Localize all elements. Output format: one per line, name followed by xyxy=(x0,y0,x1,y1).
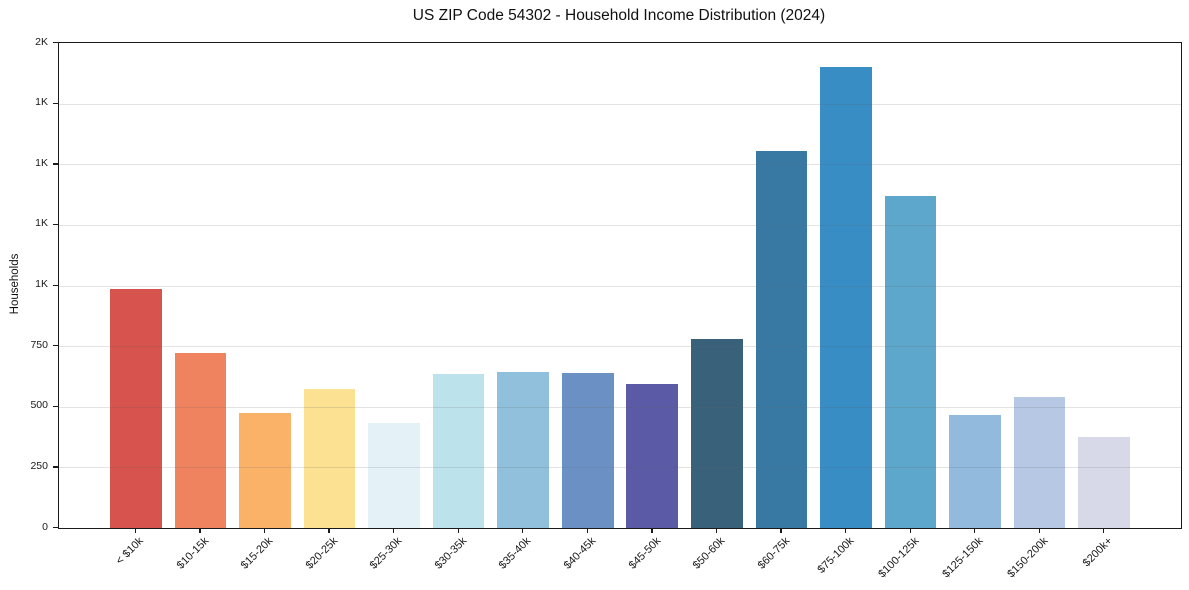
gridline xyxy=(59,103,1181,105)
y-tick-label: 2K xyxy=(35,35,48,48)
x-tick-mark xyxy=(909,527,911,533)
x-tick-mark xyxy=(263,527,266,533)
bar xyxy=(303,388,356,528)
bar xyxy=(1013,397,1066,528)
y-tick-mark xyxy=(53,42,59,44)
x-tick-label: $10-15k xyxy=(174,535,211,572)
x-tick-label: $20-25k xyxy=(303,535,340,572)
x-tick-label: $125-150k xyxy=(940,535,986,581)
x-tick-mark xyxy=(522,527,524,533)
x-tick-mark xyxy=(844,527,847,533)
x-tick-label: $200k+ xyxy=(1080,535,1115,570)
y-tick-label: 0 xyxy=(42,520,48,533)
x-tick-label: $75-100k xyxy=(815,535,857,576)
y-tick-mark xyxy=(53,163,59,165)
x-tick-mark xyxy=(586,527,589,533)
y-tick-label: 1K xyxy=(35,217,48,230)
y-tick-label: 1K xyxy=(35,156,48,169)
x-tick-mark xyxy=(328,527,330,533)
x-tick-mark xyxy=(199,527,201,533)
x-tick-mark xyxy=(651,527,653,533)
x-tick-mark xyxy=(393,527,395,533)
x-tick-mark xyxy=(780,527,782,533)
y-tick-mark xyxy=(53,466,59,468)
y-tick-mark xyxy=(53,102,59,104)
x-tick-mark xyxy=(974,527,976,533)
y-tick-label: 750 xyxy=(30,338,48,351)
y-tick-mark xyxy=(53,345,59,347)
bar xyxy=(884,195,937,528)
gridline xyxy=(59,224,1181,226)
bar xyxy=(174,353,227,528)
x-tick-label: $35-40k xyxy=(497,535,534,572)
bar xyxy=(820,67,872,528)
x-tick-label: $100-125k xyxy=(875,535,921,581)
x-tick-mark xyxy=(134,527,137,533)
x-tick-label: $50-60k xyxy=(690,535,728,572)
y-tick-label: 1K xyxy=(35,96,48,109)
bar xyxy=(691,338,743,528)
gridline xyxy=(59,285,1181,287)
y-tick-label: 500 xyxy=(30,399,48,412)
x-tick-label: $60-75k xyxy=(755,535,792,572)
x-tick-mark xyxy=(1038,527,1040,533)
y-tick-mark xyxy=(53,223,59,226)
x-tick-mark xyxy=(1103,527,1105,533)
gridline xyxy=(59,164,1181,166)
y-tick-mark xyxy=(53,405,59,408)
bar xyxy=(497,371,549,528)
x-tick-label: $15-20k xyxy=(238,535,276,572)
bar xyxy=(239,412,291,528)
y-tick-label: 250 xyxy=(30,459,48,472)
gridline xyxy=(59,346,1181,348)
bar xyxy=(561,372,614,528)
x-tick-label: $45-50k xyxy=(626,535,663,572)
bar xyxy=(110,289,162,528)
x-tick-label: < $10k xyxy=(114,535,147,568)
x-tick-mark xyxy=(457,527,459,533)
x-tick-label: $30-35k xyxy=(432,535,470,572)
gridline xyxy=(59,406,1181,408)
chart-title: US ZIP Code 54302 - Household Income Dis… xyxy=(412,7,826,24)
x-tick-label: $150-200k xyxy=(1004,535,1051,581)
y-tick-mark xyxy=(53,527,59,529)
bar xyxy=(626,383,679,528)
bar xyxy=(1078,437,1130,528)
y-tick-mark xyxy=(53,284,59,286)
y-tick-label: 1K xyxy=(35,278,48,290)
bar xyxy=(755,150,808,528)
bar xyxy=(368,422,420,528)
plot-area xyxy=(58,42,1182,529)
x-tick-label: $25-30k xyxy=(367,535,405,572)
gridline xyxy=(59,467,1181,469)
bar xyxy=(432,374,485,528)
x-tick-mark xyxy=(715,527,718,533)
bar xyxy=(949,415,1001,528)
x-tick-label: $40-45k xyxy=(561,535,599,572)
